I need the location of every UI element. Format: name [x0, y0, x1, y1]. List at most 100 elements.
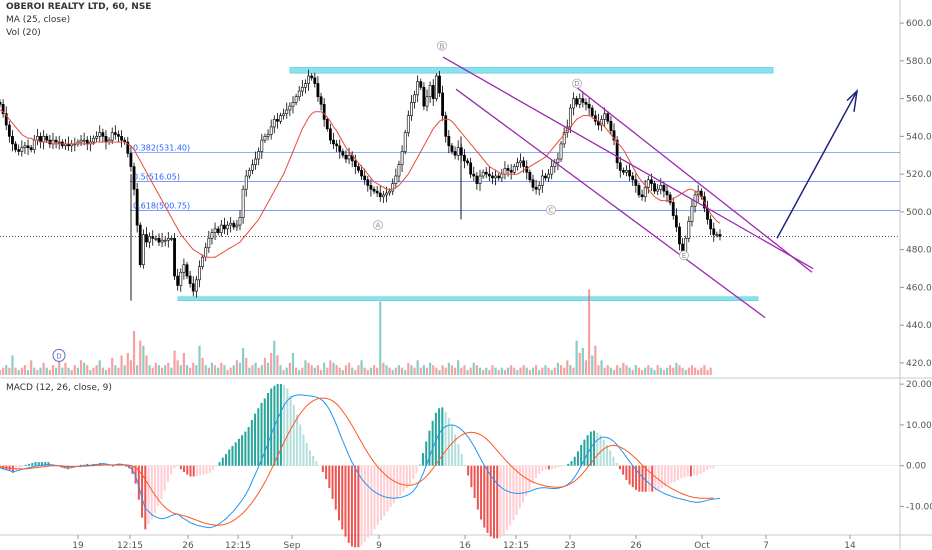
volume-bar: [441, 365, 444, 375]
candle-body: [444, 115, 448, 137]
volume-bar: [42, 362, 45, 375]
macd-histogram-bar: [176, 464, 179, 466]
macd-histogram-bar: [689, 465, 692, 477]
volume-bar: [662, 370, 665, 375]
candle-body: [466, 160, 469, 164]
macd-histogram-bar: [350, 465, 353, 547]
volume-bar: [550, 370, 553, 375]
volume-bar: [114, 365, 117, 375]
macd-histogram-bar: [392, 465, 395, 504]
macd-histogram-bar: [325, 465, 328, 480]
macd-histogram-bar: [602, 439, 605, 466]
volume-bar: [76, 367, 80, 375]
time-tick-label: 12:15: [117, 541, 143, 550]
macd-histogram-bar: [418, 463, 421, 466]
macd-histogram-bar: [315, 461, 318, 466]
candle-body: [668, 194, 672, 203]
volume-bar: [20, 367, 23, 375]
support-zone: [177, 296, 759, 302]
volume-bar: [519, 367, 522, 375]
macd-histogram-bar: [241, 435, 244, 466]
macd-histogram-bar: [683, 465, 686, 478]
macd-histogram-bar: [651, 465, 654, 492]
macd-histogram-bar: [515, 465, 518, 516]
time-tick-label: 26: [182, 541, 194, 550]
candle-body: [618, 162, 622, 171]
price-tick-label: 500.00: [906, 208, 932, 218]
projection-arrow-line: [776, 92, 857, 239]
macd-histogram-bar: [276, 384, 279, 466]
macd-histogram-bar: [693, 465, 696, 476]
time-tick-label: Oct: [694, 541, 710, 550]
candle-body: [357, 166, 360, 171]
candle-body: [313, 77, 317, 84]
candle-body: [709, 219, 713, 230]
macd-histogram-bar: [312, 455, 315, 466]
volume-bar: [687, 367, 690, 375]
candle-body: [494, 175, 497, 179]
candle-body: [157, 238, 161, 243]
macd-histogram-bar: [702, 465, 705, 472]
candle-body: [288, 105, 292, 111]
volume-bar: [151, 367, 154, 375]
macd-histogram-bar: [667, 465, 670, 485]
candle-body: [251, 164, 254, 171]
macd-histogram-bar: [338, 465, 341, 521]
candle-body: [643, 187, 647, 198]
volume-bar: [0, 370, 2, 375]
volume-bar: [457, 360, 460, 375]
candle-body: [603, 113, 607, 120]
macd-histogram-bar: [150, 465, 153, 520]
candle-body: [135, 188, 139, 226]
candle-body: [235, 224, 239, 228]
candle-body: [110, 132, 114, 141]
macd-histogram-bar: [421, 453, 424, 466]
volume-bar: [410, 365, 413, 375]
candle-body: [294, 96, 298, 103]
price-tick-label: 460.00: [906, 283, 932, 293]
macd-histogram-bar: [644, 465, 647, 492]
volume-bar: [494, 367, 497, 375]
price-tick-label: 540.00: [906, 132, 932, 142]
candle-body: [54, 139, 58, 143]
candle-body: [397, 164, 401, 177]
volume-bar: [167, 362, 170, 375]
macd-histogram-bar: [347, 465, 350, 543]
wave-label-circle: [679, 250, 689, 261]
candle-body: [332, 139, 335, 145]
volume-bar: [223, 365, 226, 375]
macd-histogram-bar: [231, 445, 234, 466]
volume-bar: [310, 365, 313, 375]
volume-bar: [669, 365, 672, 375]
volume-bar: [185, 365, 189, 375]
volume-bar: [438, 370, 441, 375]
volume-bar: [625, 365, 628, 375]
wave-label-circle: [572, 78, 582, 89]
volume-bar: [5, 365, 8, 375]
volume-bar: [528, 370, 531, 375]
time-tick-label: 16: [459, 541, 471, 550]
macd-histogram-bar: [447, 418, 450, 466]
resistance-zone: [289, 67, 774, 74]
candle-body: [316, 83, 320, 98]
macd-histogram-bar: [376, 465, 379, 525]
volume-bar: [201, 357, 204, 375]
candle-body: [637, 185, 641, 196]
candle-body: [550, 166, 554, 175]
volume-bar: [145, 355, 148, 375]
volume-bar: [92, 367, 95, 375]
volume-bar: [182, 352, 185, 375]
candle-body: [304, 83, 307, 88]
candle-body: [503, 168, 507, 175]
macd-histogram-bar: [457, 444, 460, 466]
volume-bar: [363, 367, 366, 375]
macd-legend: MACD (12, 26, close, 9): [6, 383, 112, 393]
macd-histogram-bar: [170, 465, 173, 475]
macd-histogram-bar: [173, 465, 176, 469]
time-tick-label: 19: [72, 541, 84, 550]
macd-histogram-bar: [431, 420, 434, 466]
macd-histogram-bar: [609, 450, 612, 466]
volume-bar: [706, 370, 709, 375]
macd-histogram-bar: [547, 465, 550, 470]
